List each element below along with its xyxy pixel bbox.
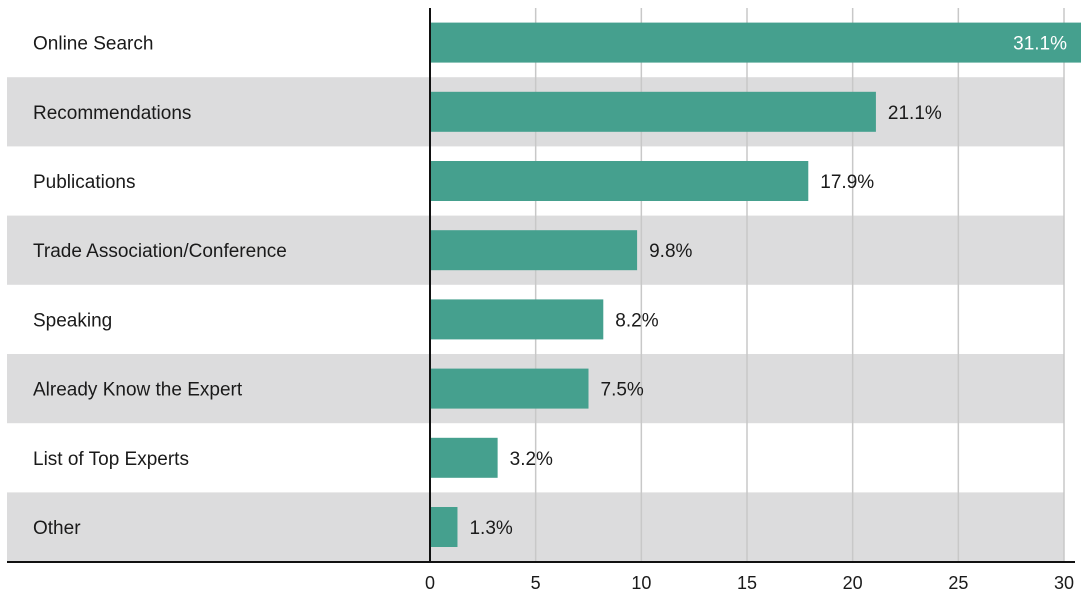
bar (430, 437, 498, 478)
bar (430, 91, 876, 132)
category-label: Online Search (33, 34, 153, 55)
value-label: 9.8% (649, 241, 692, 262)
x-tick-label: 0 (425, 573, 435, 593)
category-label: Already Know the Expert (33, 380, 243, 401)
value-label: 21.1% (888, 103, 942, 124)
category-label: List of Top Experts (33, 449, 189, 470)
category-label: Publications (33, 172, 135, 193)
category-label: Trade Association/Conference (33, 241, 287, 262)
x-tick-label: 10 (631, 573, 651, 593)
x-tick-label: 25 (948, 573, 968, 593)
bar (430, 368, 589, 409)
x-tick-label: 20 (843, 573, 863, 593)
bar (430, 161, 809, 201)
bar (430, 230, 638, 271)
bar (430, 22, 1081, 63)
value-label: 1.3% (469, 518, 512, 539)
x-tick-label: 30 (1054, 573, 1074, 593)
bar (430, 507, 458, 547)
x-tick-label: 5 (531, 573, 541, 593)
value-label: 7.5% (601, 380, 644, 401)
value-label: 3.2% (510, 449, 553, 470)
x-tick-label: 15 (737, 573, 757, 593)
value-label: 8.2% (615, 310, 658, 331)
category-label: Other (33, 518, 81, 539)
value-label: 17.9% (820, 172, 874, 193)
category-label: Recommendations (33, 103, 191, 124)
bar (430, 299, 604, 340)
value-label: 31.1% (1013, 34, 1067, 55)
category-label: Speaking (33, 310, 112, 331)
